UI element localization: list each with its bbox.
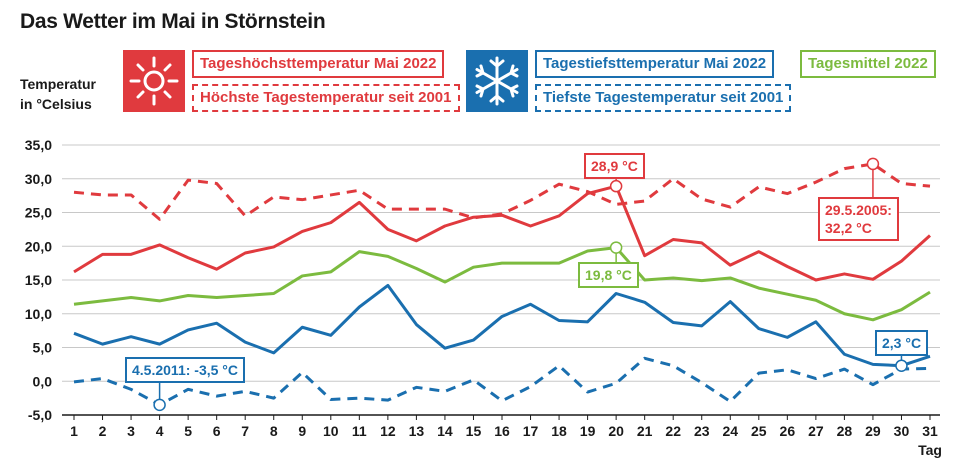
- x-tick-label: 24: [722, 423, 738, 439]
- y-tick-label: 30,0: [25, 171, 52, 187]
- record-low-marker: [153, 398, 166, 412]
- x-tick-label: 11: [352, 423, 367, 439]
- x-tick-label: 15: [466, 423, 482, 439]
- legend-min-2022: Tagestiefsttemperatur Mai 2022: [535, 50, 775, 78]
- x-tick-label: 7: [241, 423, 249, 439]
- x-tick-label: 6: [213, 423, 221, 439]
- legend-max-2022: Tageshöchsttemperatur Mai 2022: [192, 50, 445, 78]
- x-tick-label: 27: [808, 423, 824, 439]
- x-tick-label: 2: [99, 423, 107, 439]
- y-tick-label: 35,0: [25, 137, 52, 153]
- annotation-min-end: 2,3 °C: [875, 330, 929, 356]
- y-tick-label: 5,0: [33, 340, 53, 356]
- y-tick-label: 25,0: [25, 205, 52, 221]
- y-axis-label-line1: Temperatur: [20, 76, 96, 92]
- min-end-marker: [895, 359, 908, 372]
- x-tick-label: 13: [409, 423, 425, 439]
- x-tick-label: 25: [751, 423, 767, 439]
- y-tick-label: 15,0: [25, 272, 52, 288]
- y-axis-label: Temperatur in °Celsius: [20, 74, 96, 114]
- x-tick-label: 23: [694, 423, 710, 439]
- series-line: [73, 356, 931, 407]
- series-line: [73, 184, 932, 282]
- legend-mean-2022: Tagesmittel 2022: [800, 50, 936, 78]
- x-tick-label: 5: [184, 423, 192, 439]
- annotation-record-low: 4.5.2011: -3,5 °C: [125, 357, 245, 383]
- x-tick-label: 9: [298, 423, 306, 439]
- y-axis-label-line2: in °Celsius: [20, 96, 92, 112]
- x-tick-label: 22: [665, 423, 681, 439]
- x-tick-label: 1: [70, 423, 78, 439]
- annotation-mean-peak: 19,8 °C: [578, 262, 639, 288]
- x-tick-label: 21: [637, 423, 653, 439]
- series-line: [73, 246, 931, 322]
- x-tick-label: 20: [608, 423, 624, 439]
- x-tick-label: 14: [437, 423, 453, 439]
- x-tick-label: 19: [580, 423, 596, 439]
- legend-max-record: Höchste Tagestemperatur seit 2001: [192, 84, 460, 112]
- x-tick-label: 3: [127, 423, 135, 439]
- x-tick-label: 12: [380, 423, 396, 439]
- legend-min-record: Tiefste Tagestemperatur seit 2001: [535, 84, 792, 112]
- x-tick-label: 8: [270, 423, 278, 439]
- x-tick-label: 30: [894, 423, 910, 439]
- x-tick-label: 16: [494, 423, 510, 439]
- record-high-marker: [866, 157, 880, 171]
- chart-title: Das Wetter im Mai in Störnstein: [20, 10, 326, 33]
- y-tick-label: 10,0: [25, 306, 52, 322]
- x-tick-label: 31: [922, 423, 938, 439]
- sun-icon: [123, 50, 185, 112]
- y-tick-label: 20,0: [25, 238, 52, 254]
- x-tick-label: 28: [837, 423, 853, 439]
- x-tick-label: 29: [865, 423, 881, 439]
- mean-peak-marker: [609, 241, 623, 254]
- annotation-max-peak: 28,9 °C: [584, 153, 645, 179]
- annotation-record-high-line1: 29.5.2005:: [825, 202, 892, 218]
- x-axis-label: Tag: [918, 442, 942, 458]
- x-tick-label: 26: [780, 423, 796, 439]
- max-peak-marker: [609, 179, 623, 193]
- y-tick-label: -5,0: [28, 407, 52, 423]
- annotation-record-high: 29.5.2005: 32,2 °C: [818, 197, 899, 241]
- series-line: [73, 283, 931, 368]
- x-tick-label: 4: [156, 423, 164, 439]
- series-line: [73, 162, 931, 221]
- y-tick-label: 0,0: [33, 373, 53, 389]
- annotation-record-high-line2: 32,2 °C: [825, 220, 872, 236]
- x-tick-label: 10: [323, 423, 339, 439]
- x-tick-label: 17: [523, 423, 539, 439]
- x-tick-label: 18: [551, 423, 567, 439]
- snowflake-icon: [466, 50, 528, 112]
